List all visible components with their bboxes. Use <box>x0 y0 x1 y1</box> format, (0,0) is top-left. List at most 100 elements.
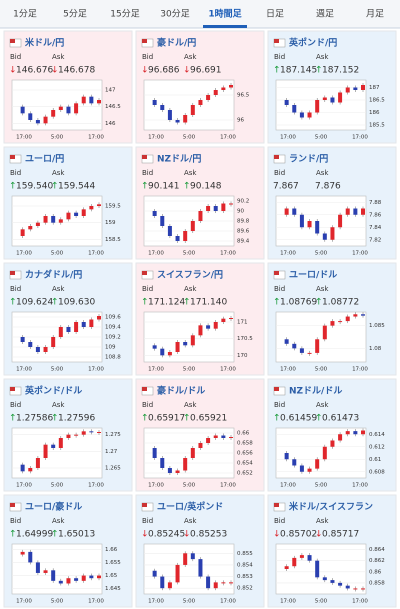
candle <box>89 319 94 327</box>
candle <box>299 348 304 353</box>
bid-arrow: ↑ <box>9 414 17 424</box>
flag-mark <box>142 271 147 275</box>
candle <box>20 229 25 236</box>
candle <box>221 582 226 584</box>
tab-bar <box>0 0 400 28</box>
bid-label: Bid <box>10 53 21 61</box>
pair-name: ユーロ/豪ドル <box>25 501 82 513</box>
candle <box>345 208 350 215</box>
candle <box>206 576 211 589</box>
pair-name: 米ドル/スイスフラン <box>288 501 373 513</box>
candle <box>183 458 188 471</box>
tab[interactable]: 5分足 <box>63 9 87 20</box>
tab[interactable]: 1分足 <box>13 9 37 20</box>
y-tick-label: 187 <box>369 85 380 91</box>
candle <box>299 555 304 558</box>
chart-area <box>11 195 103 247</box>
x-tick-label: 5:00 <box>183 135 196 141</box>
bid-arrow: ↓ <box>141 530 149 540</box>
candle <box>322 446 327 460</box>
x-tick-label: 17:00 <box>220 135 236 141</box>
candle <box>292 557 297 567</box>
candle <box>167 468 172 473</box>
candle <box>292 459 297 466</box>
y-tick-label: 0.862 <box>369 558 385 564</box>
x-tick-label: 17:00 <box>352 135 368 141</box>
candle <box>307 555 312 561</box>
bid-label: Bid <box>274 401 285 409</box>
ask-value: 0.85717 <box>322 530 359 540</box>
candle <box>89 431 94 433</box>
candle <box>307 112 312 118</box>
y-tick-label: 109.6 <box>105 315 121 321</box>
y-tick-label: 1.275 <box>105 432 121 438</box>
y-tick-label: 1.265 <box>105 466 121 472</box>
candle <box>66 327 71 332</box>
ask-value: 171.140 <box>190 298 227 308</box>
chart-area <box>275 427 367 479</box>
candle <box>28 226 33 230</box>
candle <box>66 106 71 114</box>
tab[interactable]: 30分足 <box>160 9 189 20</box>
flag-mark <box>142 39 147 43</box>
y-tick-label: 89.8 <box>237 219 250 225</box>
flag-mark <box>142 503 147 507</box>
x-tick-label: 17:00 <box>16 599 32 605</box>
flag-mark <box>10 503 15 507</box>
candle <box>81 322 86 327</box>
tab[interactable]: 月足 <box>366 9 384 20</box>
ask-arrow: ↑ <box>183 414 191 424</box>
candle <box>89 575 94 579</box>
ask-arrow: ↑ <box>51 298 59 308</box>
candle <box>58 106 63 110</box>
candle <box>66 212 71 220</box>
bid-arrow: ↑ <box>141 414 149 424</box>
candle <box>89 206 94 210</box>
candle <box>345 431 350 435</box>
candle <box>353 588 358 590</box>
candle <box>43 216 48 223</box>
candle <box>183 231 188 241</box>
candle <box>330 97 335 103</box>
x-tick-label: 17:00 <box>280 367 296 373</box>
chart-area <box>11 543 103 595</box>
candle <box>66 578 71 584</box>
flag-mark <box>274 155 279 159</box>
candle <box>315 100 320 113</box>
tab[interactable]: 15分足 <box>110 9 139 20</box>
tab[interactable]: 週足 <box>316 9 334 20</box>
ask-label: Ask <box>52 517 65 525</box>
candle <box>198 559 203 577</box>
bid-label: Bid <box>10 285 21 293</box>
y-tick-label: 0.654 <box>237 461 253 467</box>
y-tick-label: 186 <box>369 110 380 116</box>
y-tick-label: 1.08 <box>369 346 382 352</box>
tab[interactable]: 日足 <box>266 9 284 20</box>
pair-name: NZドル/ドル <box>289 386 342 397</box>
tab[interactable]: 1時間足 <box>208 8 242 20</box>
x-tick-label: 17:00 <box>148 135 164 141</box>
x-tick-label: 17:00 <box>16 483 32 489</box>
y-tick-label: 0.608 <box>369 469 385 475</box>
y-tick-label: 170 <box>237 353 248 359</box>
candle <box>81 431 86 435</box>
candle <box>35 458 40 468</box>
chart-area <box>11 427 103 479</box>
candle <box>198 100 203 105</box>
candle <box>152 100 157 105</box>
candle <box>190 221 195 231</box>
x-tick-label: 5:00 <box>315 251 328 257</box>
x-tick-label: 17:00 <box>280 599 296 605</box>
candle <box>322 233 327 240</box>
y-tick-label: 90.2 <box>237 199 249 205</box>
ask-label: Ask <box>52 53 65 61</box>
bid-arrow: ↓ <box>9 66 17 76</box>
candle <box>152 448 157 458</box>
candle <box>35 562 40 573</box>
ask-label: Ask <box>184 517 197 525</box>
candle <box>299 465 304 472</box>
candle <box>330 440 335 447</box>
candle <box>361 85 365 90</box>
x-tick-label: 17:00 <box>148 367 164 373</box>
candle <box>175 564 180 583</box>
